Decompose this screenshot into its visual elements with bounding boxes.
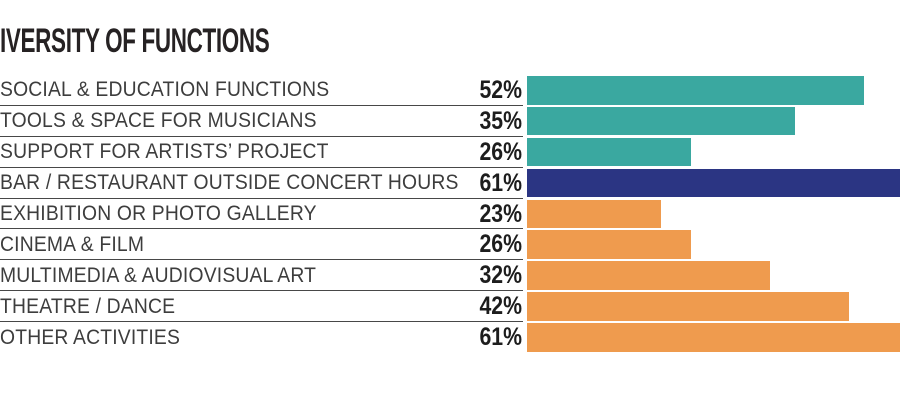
row-divider [0, 166, 523, 168]
chart-row: BAR / RESTAURANT OUTSIDE CONCERT HOURS 6… [0, 168, 900, 199]
category-label: CINEMA & FILM [0, 232, 145, 256]
bar [527, 230, 691, 259]
bar [527, 76, 864, 105]
value-label: 32% [479, 261, 522, 290]
row-divider [0, 135, 523, 137]
category-label: SUPPORT FOR ARTISTS’ PROJECT [0, 140, 329, 164]
value-label: 23% [479, 199, 522, 228]
bar [527, 323, 900, 352]
value-label: 26% [479, 137, 522, 166]
row-divider [0, 104, 523, 106]
row-divider [0, 259, 523, 261]
value-label: 35% [479, 106, 522, 135]
row-divider [0, 228, 523, 230]
category-label: BAR / RESTAURANT OUTSIDE CONCERT HOURS [0, 171, 459, 195]
category-label: OTHER ACTIVITIES [0, 325, 181, 349]
bar [527, 261, 770, 290]
value-label: 61% [479, 168, 522, 197]
value-label: 42% [479, 292, 522, 321]
chart-row: TOOLS & SPACE FOR MUSICIANS 35% [0, 106, 900, 137]
row-divider [0, 321, 523, 323]
row-divider [0, 197, 523, 199]
category-label: SOCIAL & EDUCATION FUNCTIONS [0, 78, 330, 102]
bar [527, 137, 691, 167]
chart-row: EXHIBITION OR PHOTO GALLERY 23% [0, 199, 900, 230]
bar [527, 199, 661, 229]
bar [527, 168, 900, 198]
category-label: MULTIMEDIA & AUDIOVISUAL ART [0, 263, 317, 287]
value-label: 52% [479, 75, 522, 104]
category-label: TOOLS & SPACE FOR MUSICIANS [0, 109, 317, 133]
category-label: THEATRE / DANCE [0, 294, 176, 318]
bar [527, 292, 849, 321]
chart-row: CINEMA & FILM 26% [0, 229, 900, 261]
chart-row: MULTIMEDIA & AUDIOVISUAL ART 32% [0, 260, 900, 292]
value-label: 26% [479, 230, 522, 259]
chart-row: SUPPORT FOR ARTISTS’ PROJECT 26% [0, 137, 900, 168]
row-divider [0, 290, 523, 292]
value-label: 61% [479, 323, 522, 352]
chart-title: IVERSITY OF FUNCTIONS [0, 22, 270, 60]
chart-row: THEATRE / DANCE 42% [0, 291, 900, 323]
chart-row: SOCIAL & EDUCATION FUNCTIONS 52% [0, 75, 900, 106]
category-label: EXHIBITION OR PHOTO GALLERY [0, 202, 317, 225]
chart-row: OTHER ACTIVITIES 61% [0, 322, 900, 353]
chart-rows: SOCIAL & EDUCATION FUNCTIONS 52% TOOLS &… [0, 75, 900, 353]
bar [527, 106, 795, 136]
